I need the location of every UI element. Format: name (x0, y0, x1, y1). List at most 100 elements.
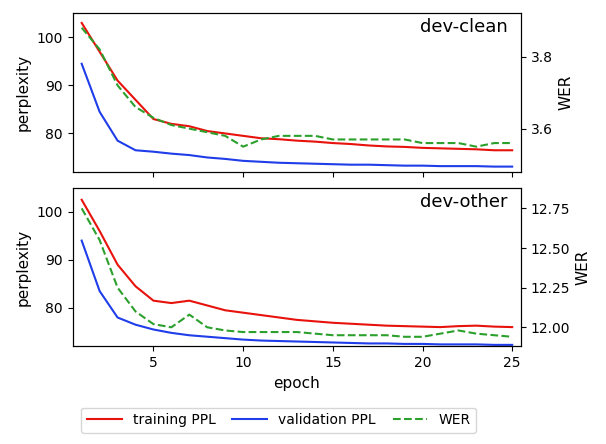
WER (114, 285, 121, 290)
WER (329, 333, 336, 338)
training PPL (454, 146, 462, 151)
validation PPL (96, 289, 103, 294)
WER (347, 137, 355, 142)
validation PPL (491, 342, 498, 348)
validation PPL (329, 340, 336, 345)
WER (401, 137, 408, 142)
training PPL (419, 324, 426, 329)
WER (204, 130, 211, 135)
training PPL (168, 121, 175, 127)
validation PPL (329, 162, 336, 167)
validation PPL (365, 162, 372, 167)
training PPL (347, 141, 355, 147)
training PPL (150, 298, 157, 303)
training PPL (347, 321, 355, 326)
training PPL (114, 262, 121, 267)
WER (258, 137, 265, 142)
WER (311, 133, 319, 139)
validation PPL (508, 342, 516, 348)
WER (239, 144, 247, 149)
validation PPL (275, 338, 282, 344)
validation PPL (258, 338, 265, 343)
validation PPL (78, 238, 85, 243)
WER (168, 325, 175, 330)
WER (185, 126, 193, 131)
Y-axis label: perplexity: perplexity (16, 229, 31, 305)
Legend: training PPL, validation PPL, WER: training PPL, validation PPL, WER (81, 408, 476, 432)
validation PPL (132, 322, 139, 327)
validation PPL (275, 160, 282, 166)
validation PPL (383, 341, 390, 346)
Line: validation PPL: validation PPL (82, 241, 512, 345)
training PPL (96, 228, 103, 234)
training PPL (401, 144, 408, 150)
validation PPL (204, 155, 211, 160)
WER (96, 47, 103, 52)
validation PPL (239, 337, 247, 342)
Line: training PPL: training PPL (82, 200, 512, 327)
WER (437, 140, 444, 146)
validation PPL (454, 342, 462, 347)
training PPL (473, 323, 480, 328)
WER (491, 333, 498, 338)
validation PPL (401, 163, 408, 168)
training PPL (258, 313, 265, 318)
WER (275, 329, 282, 335)
training PPL (275, 315, 282, 320)
validation PPL (419, 163, 426, 168)
training PPL (275, 137, 282, 142)
training PPL (293, 317, 301, 322)
WER (293, 133, 301, 139)
WER (150, 115, 157, 120)
training PPL (491, 147, 498, 153)
validation PPL (185, 333, 193, 338)
WER (275, 133, 282, 139)
validation PPL (508, 164, 516, 169)
training PPL (329, 140, 336, 146)
training PPL (508, 147, 516, 153)
WER (293, 329, 301, 335)
training PPL (383, 323, 390, 328)
validation PPL (293, 339, 301, 344)
validation PPL (419, 341, 426, 347)
WER (150, 321, 157, 327)
training PPL (185, 123, 193, 129)
training PPL (239, 133, 247, 139)
training PPL (168, 301, 175, 306)
validation PPL (473, 342, 480, 347)
WER (168, 123, 175, 128)
training PPL (508, 325, 516, 330)
validation PPL (222, 156, 229, 162)
Text: dev-other: dev-other (420, 193, 508, 210)
training PPL (132, 284, 139, 289)
WER (78, 25, 85, 30)
training PPL (454, 324, 462, 329)
validation PPL (473, 163, 480, 169)
Text: dev-clean: dev-clean (420, 18, 508, 36)
WER (419, 334, 426, 340)
training PPL (239, 310, 247, 315)
Y-axis label: WER: WER (576, 250, 591, 285)
WER (329, 137, 336, 142)
training PPL (204, 128, 211, 134)
WER (473, 331, 480, 336)
Y-axis label: perplexity: perplexity (16, 54, 31, 131)
Line: WER: WER (82, 208, 512, 337)
X-axis label: epoch: epoch (273, 376, 321, 391)
WER (491, 140, 498, 146)
WER (78, 206, 85, 211)
validation PPL (168, 330, 175, 336)
WER (419, 140, 426, 146)
WER (258, 329, 265, 335)
training PPL (365, 143, 372, 148)
training PPL (96, 49, 103, 55)
training PPL (491, 324, 498, 329)
training PPL (258, 135, 265, 141)
training PPL (78, 197, 85, 202)
WER (204, 325, 211, 330)
Line: training PPL: training PPL (82, 23, 512, 150)
validation PPL (114, 138, 121, 143)
Y-axis label: WER: WER (559, 75, 573, 110)
WER (454, 140, 462, 146)
validation PPL (311, 339, 319, 345)
